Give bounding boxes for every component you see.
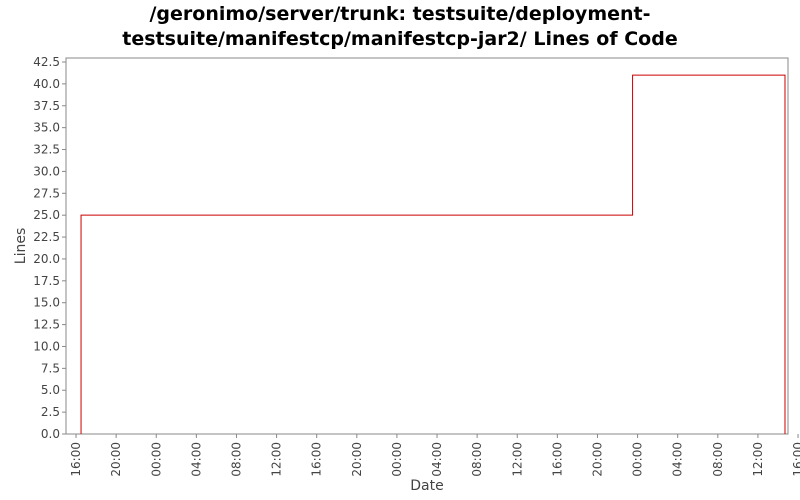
x-tick-label: 20:00 (109, 442, 123, 477)
chart-title-line-2: testsuite/manifestcp/manifestcp-jar2/ Li… (122, 28, 678, 50)
series-layer (80, 74, 786, 434)
x-tick-label: 04:00 (189, 442, 203, 477)
y-tick-label: 17.5 (33, 274, 60, 288)
x-tick-label: 16:00 (310, 442, 324, 477)
y-axis: 0.0 2.5 5.0 7.5 10.0 12.5 15.0 17.5 20.0 22.5 25.0… (33, 55, 66, 441)
x-tick-label: 08:00 (470, 442, 484, 477)
y-tick-label: 35.0 (33, 121, 60, 135)
x-axis-label: Date (410, 478, 443, 494)
y-tick-label: 22.5 (33, 230, 60, 244)
x-tick-label: 16:00 (69, 442, 83, 477)
x-tick-label: 08:00 (711, 442, 725, 477)
y-tick-label: 25.0 (33, 208, 60, 222)
y-tick-label: 7.5 (41, 361, 60, 375)
y-tick-label: 5.0 (41, 383, 60, 397)
y-tick-label: 27.5 (33, 186, 60, 200)
x-axis: 16:00 20:00 00:00 04:00 08:00 12:00 16:00 20:00… (69, 434, 800, 477)
x-tick-label: 12:00 (510, 442, 524, 477)
x-tick-label: 12:00 (751, 442, 765, 477)
x-tick-label: 04:00 (430, 442, 444, 477)
series-line (80, 74, 786, 434)
x-tick-label: 16:00 (791, 442, 800, 477)
y-axis-label: Lines (13, 228, 29, 264)
x-tick-label: 04:00 (671, 442, 685, 477)
x-tick-label: 20:00 (590, 442, 604, 477)
chart-title-line-1: /geronimo/server/trunk: testsuite/deploy… (149, 3, 651, 25)
y-tick-label: 30.0 (33, 164, 60, 178)
x-tick-label: 20:00 (350, 442, 364, 477)
x-tick-label: 00:00 (631, 442, 645, 477)
x-tick-label: 16:00 (550, 442, 564, 477)
x-tick-label: 12:00 (270, 442, 284, 477)
chart-title: /geronimo/server/trunk: testsuite/deploy… (0, 2, 800, 52)
x-tick-label: 08:00 (229, 442, 243, 477)
y-tick-label: 10.0 (33, 339, 60, 353)
y-tick-label: 15.0 (33, 296, 60, 310)
y-tick-label: 2.5 (41, 405, 60, 419)
y-tick-label: 40.0 (33, 77, 60, 91)
y-tick-label: 0.0 (41, 427, 60, 441)
x-tick-label: 00:00 (390, 442, 404, 477)
y-tick-label: 37.5 (33, 99, 60, 113)
plot-area (65, 57, 789, 435)
y-tick-label: 32.5 (33, 143, 60, 157)
y-tick-label: 20.0 (33, 252, 60, 266)
x-tick-label: 00:00 (149, 442, 163, 477)
y-tick-label: 12.5 (33, 318, 60, 332)
y-tick-label: 42.5 (33, 55, 60, 69)
